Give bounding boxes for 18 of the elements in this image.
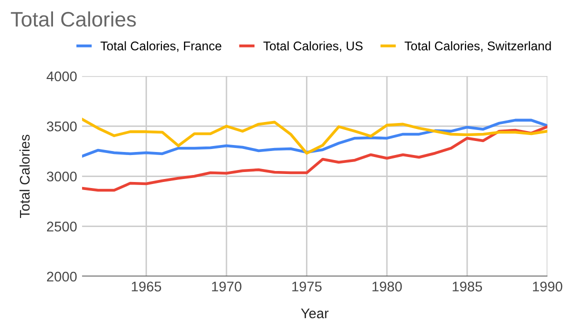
legend-label: Total Calories, US bbox=[263, 41, 363, 52]
y-tick-label: 3000 bbox=[46, 172, 77, 182]
legend-label: Total Calories, Switzerland bbox=[404, 41, 551, 52]
x-tick-label: 1975 bbox=[292, 282, 322, 292]
y-tick-label: 3500 bbox=[46, 122, 77, 132]
chart-title: Total Calories bbox=[10, 11, 136, 27]
line-series bbox=[82, 125, 548, 192]
x-axis-title: Year bbox=[300, 308, 329, 318]
x-tick-label: 1965 bbox=[132, 282, 162, 292]
x-tick-label: 1990 bbox=[532, 282, 562, 292]
x-tick-label: 1985 bbox=[452, 282, 482, 292]
legend-label: Total Calories, France bbox=[100, 41, 222, 52]
x-tick-label: 1970 bbox=[212, 282, 242, 292]
x-tick-label: 1980 bbox=[372, 282, 402, 292]
y-axis-title: Total Calories bbox=[19, 134, 30, 218]
y-tick-label: 2000 bbox=[47, 272, 77, 282]
y-tick-label: 4000 bbox=[46, 71, 77, 82]
y-tick-label: 2500 bbox=[47, 222, 77, 232]
